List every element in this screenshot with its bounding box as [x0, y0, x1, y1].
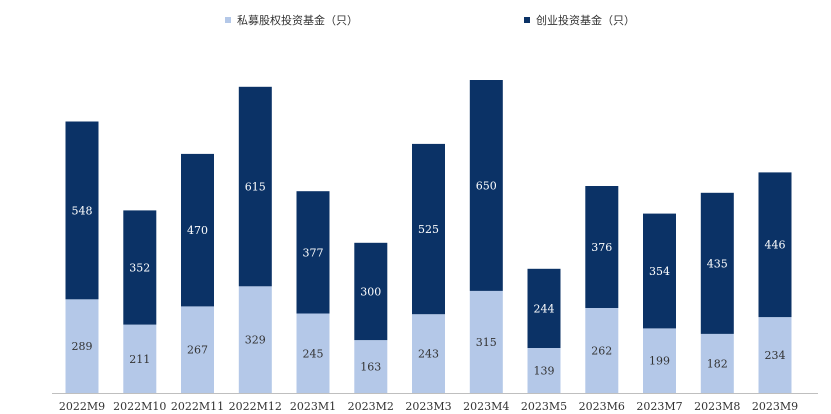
data-label-private-equity: 163 — [360, 361, 381, 374]
data-label-venture-capital: 376 — [591, 241, 612, 254]
bar-segment-venture-capital — [527, 268, 561, 348]
data-label-venture-capital: 650 — [476, 179, 497, 192]
bar-segment-venture-capital — [585, 186, 619, 308]
data-label-private-equity: 182 — [707, 358, 728, 371]
bar-segment-venture-capital — [412, 143, 445, 315]
x-tick-label: 2023M4 — [463, 400, 509, 413]
data-label-private-equity: 315 — [476, 336, 497, 349]
data-label-private-equity: 199 — [649, 355, 670, 368]
x-tick-label: 2023M2 — [348, 400, 394, 413]
data-label-private-equity: 262 — [591, 345, 612, 358]
bar-segment-private-equity — [585, 308, 619, 393]
data-label-private-equity: 139 — [534, 365, 555, 378]
data-label-private-equity: 289 — [72, 340, 93, 353]
x-tick-label: 2022M9 — [59, 400, 105, 413]
bar-segment-private-equity — [65, 299, 99, 393]
legend-swatch-venture-capital — [524, 17, 530, 23]
data-label-venture-capital: 300 — [360, 286, 381, 299]
bar-segment-venture-capital — [469, 80, 503, 291]
bar-segment-private-equity — [758, 317, 792, 393]
bar-segment-venture-capital — [238, 86, 272, 287]
data-label-private-equity: 267 — [187, 344, 208, 357]
data-label-venture-capital: 377 — [303, 246, 324, 259]
data-label-private-equity: 329 — [245, 334, 266, 347]
bar-segment-private-equity — [700, 334, 734, 393]
bar-segment-venture-capital — [700, 192, 734, 334]
bar-segment-private-equity — [469, 290, 503, 393]
x-tick-label: 2023M6 — [579, 400, 625, 413]
x-tick-label: 2023M7 — [636, 400, 682, 413]
x-tick-label: 2023M5 — [521, 400, 567, 413]
data-label-venture-capital: 352 — [129, 262, 150, 275]
x-tick-label: 2022M11 — [171, 400, 224, 413]
bar-segment-private-equity — [643, 328, 676, 393]
data-label-venture-capital: 615 — [245, 181, 266, 194]
x-tick-label: 2023M1 — [290, 400, 336, 413]
legend-swatch-private-equity — [225, 17, 231, 23]
data-label-private-equity: 234 — [765, 349, 786, 362]
bar-segment-private-equity — [354, 340, 388, 393]
data-label-private-equity: 245 — [303, 347, 324, 360]
legend-item-venture-capital: 创业投资基金（只） — [524, 12, 635, 28]
data-label-venture-capital: 548 — [72, 204, 93, 217]
data-label-private-equity: 243 — [418, 348, 439, 361]
bar-segment-venture-capital — [643, 213, 676, 329]
data-label-venture-capital: 244 — [534, 302, 555, 315]
data-label-venture-capital: 470 — [187, 224, 208, 237]
bar-segment-private-equity — [181, 306, 214, 393]
legend-label-venture-capital: 创业投资基金（只） — [536, 14, 635, 27]
x-tick-label: 2023M8 — [694, 400, 740, 413]
bar-segment-private-equity — [238, 286, 272, 393]
x-tick-label: 2023M3 — [405, 400, 451, 413]
bar-segment-venture-capital — [354, 242, 388, 341]
bar-segment-venture-capital — [296, 191, 330, 314]
bar-segment-private-equity — [412, 314, 445, 393]
bar-segment-venture-capital — [65, 121, 99, 300]
data-label-venture-capital: 446 — [765, 239, 786, 252]
x-tick-label: 2022M10 — [113, 400, 166, 413]
bar-segment-venture-capital — [758, 172, 792, 318]
data-label-private-equity: 211 — [129, 353, 150, 366]
bars-layer: 289 548 211 352 267 470 329 615 245 377 163 300 243 5… — [65, 80, 792, 393]
bar-segment-private-equity — [296, 313, 330, 393]
bar-segment-venture-capital — [181, 153, 214, 307]
data-label-venture-capital: 354 — [649, 265, 670, 278]
legend-label-private-equity: 私募股权投资基金（只） — [237, 14, 358, 27]
x-tick-label: 2023M9 — [752, 400, 798, 413]
x-tick-labels: 2022M9 2022M10 2022M11 2022M12 2023M1 2023M2 2… — [59, 400, 798, 413]
data-label-venture-capital: 435 — [707, 257, 728, 270]
bar-segment-venture-capital — [123, 210, 157, 325]
legend-item-private-equity: 私募股权投资基金（只） — [225, 12, 358, 28]
data-label-venture-capital: 525 — [418, 223, 439, 236]
x-tick-label: 2022M12 — [229, 400, 282, 413]
bar-segment-private-equity — [527, 347, 561, 393]
bar-segment-private-equity — [123, 324, 157, 393]
